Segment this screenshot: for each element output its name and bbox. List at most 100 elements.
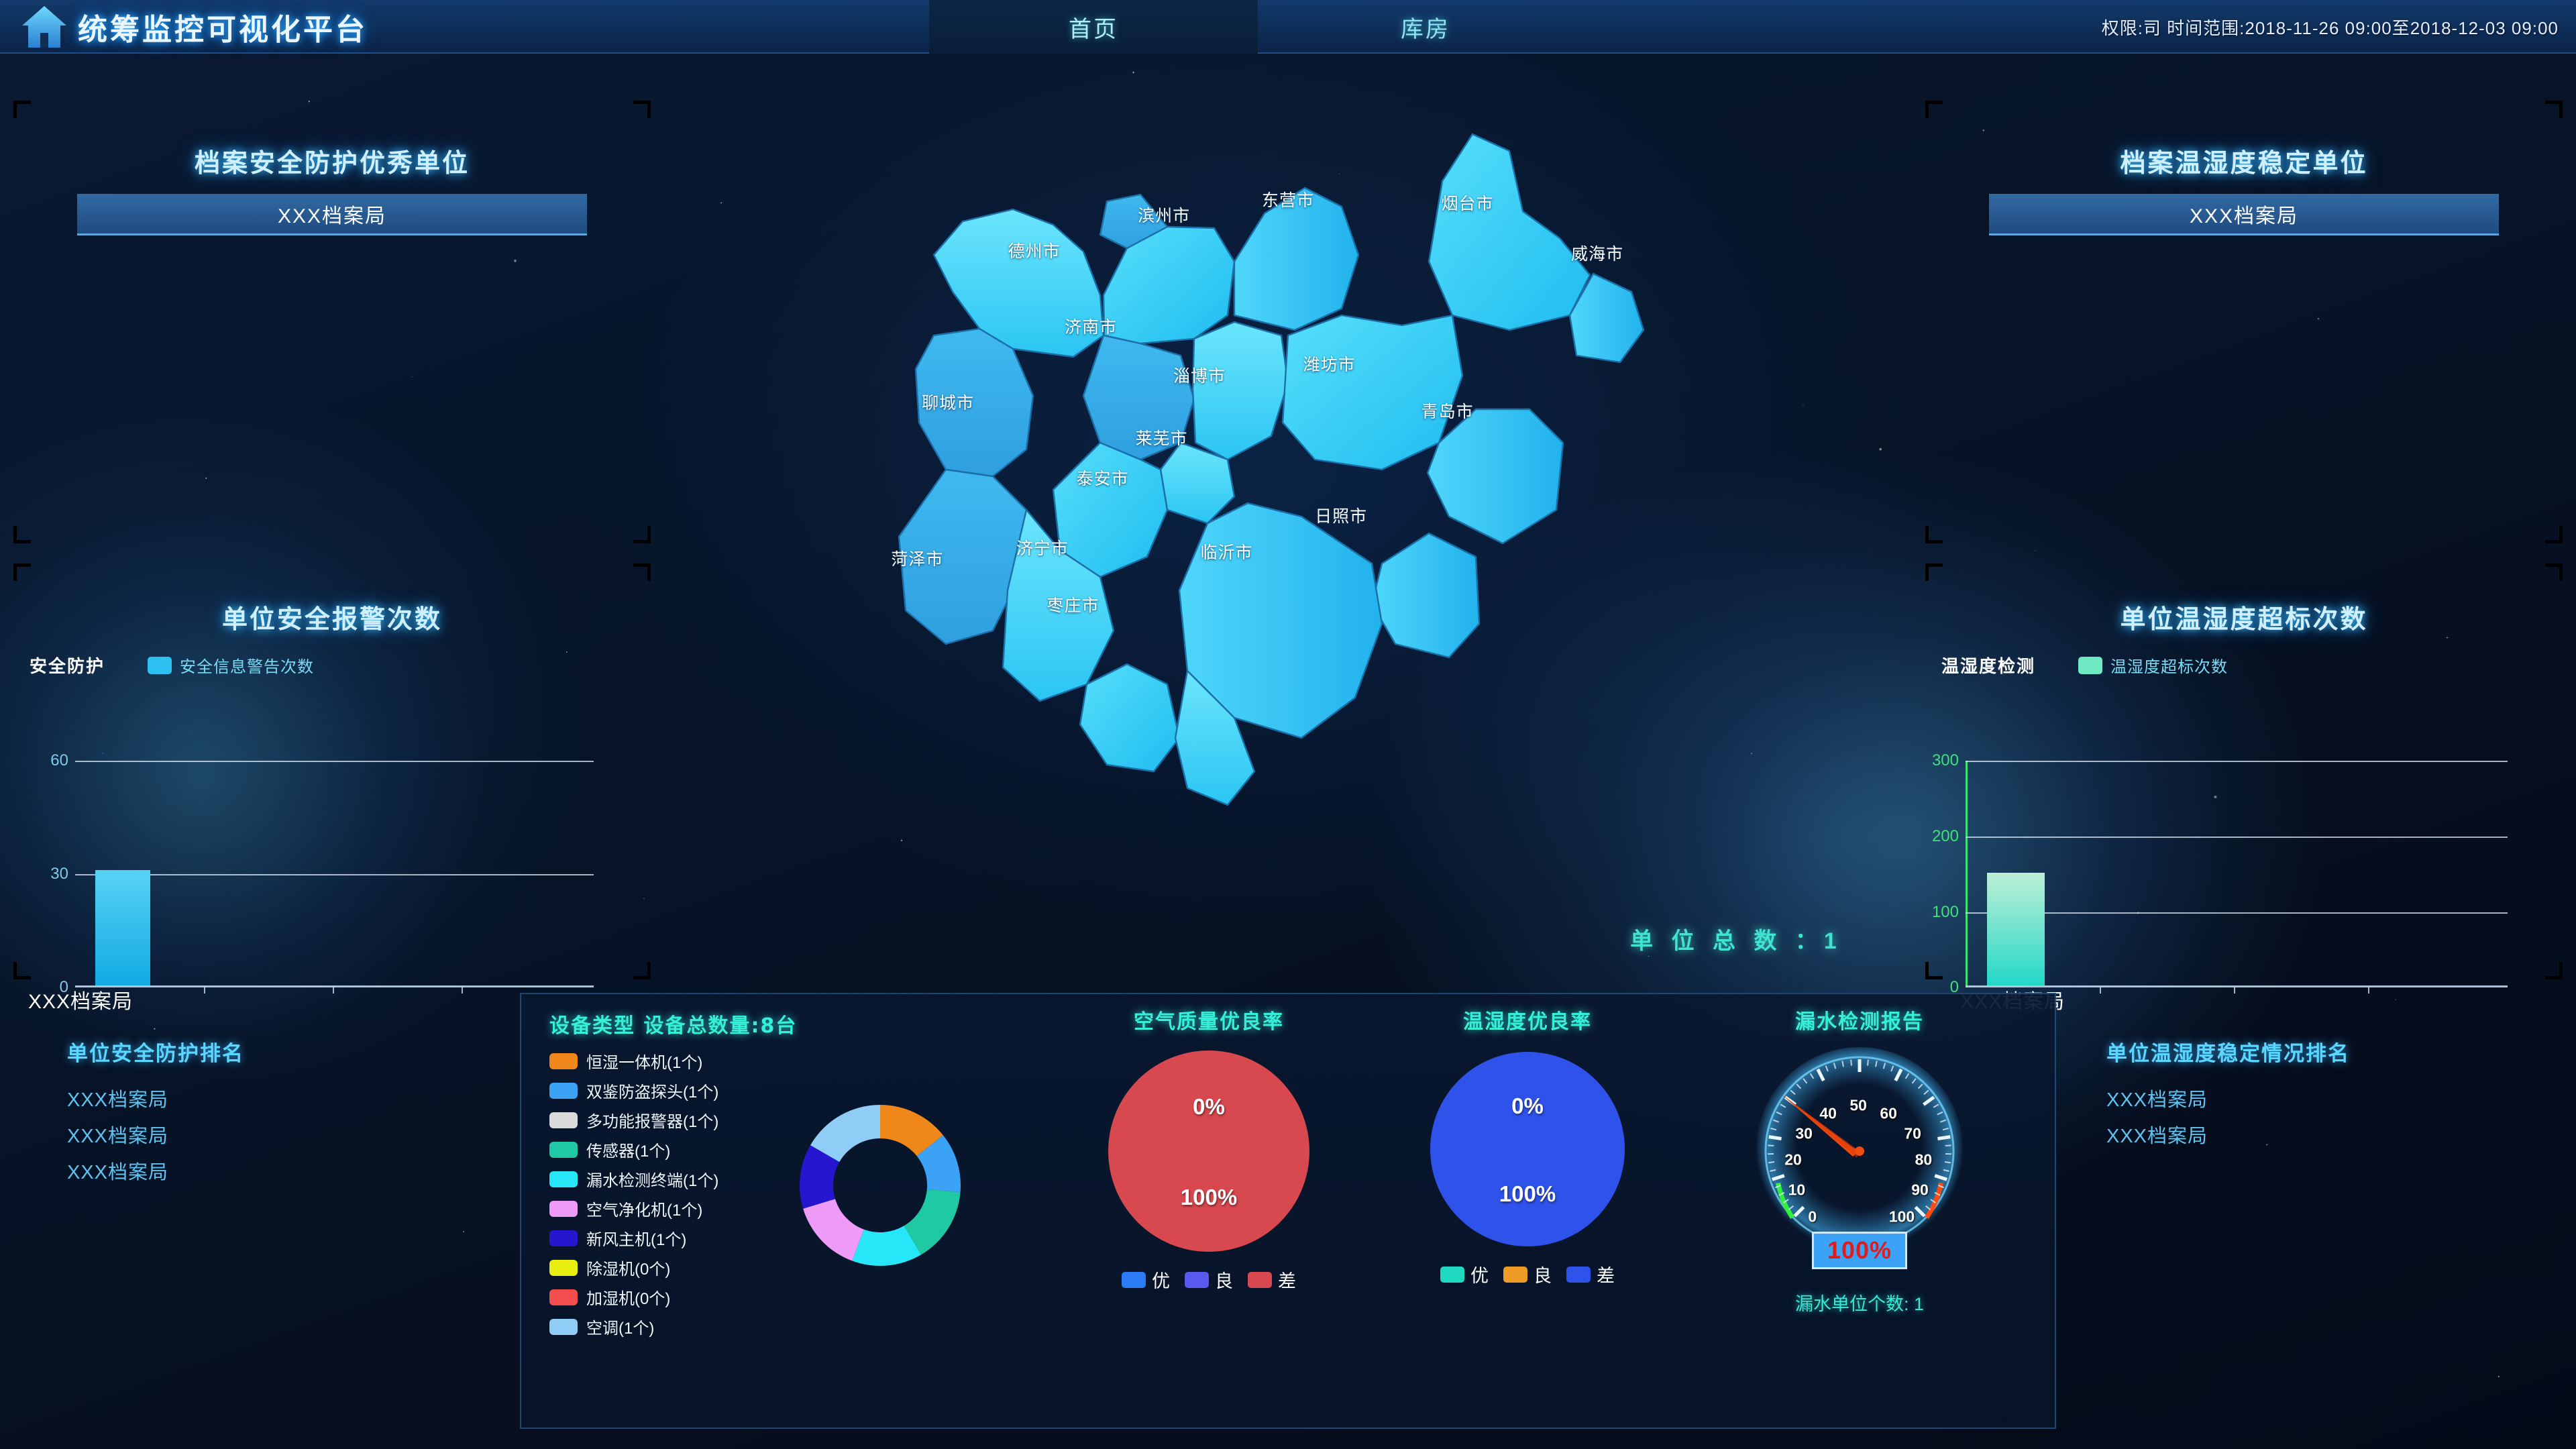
x-tick	[2234, 987, 2235, 994]
device-color-swatch	[549, 1259, 578, 1276]
unit-total-label: 单 位 总 数 ：1	[1630, 928, 1843, 954]
app-title: 统筹监控可视化平台	[78, 13, 368, 47]
corner-bottom-right	[2545, 962, 2563, 979]
x-tick	[462, 987, 463, 994]
air-legend-poor[interactable]: 差	[1248, 1267, 1296, 1293]
air-quality-pct-bottom: 100%	[1180, 1185, 1238, 1210]
security-rank-item[interactable]: XXX档案局	[67, 1162, 169, 1183]
device-legend-item[interactable]: 恒湿一体机(1个)	[549, 1049, 1059, 1073]
bar-humidity-exceed[interactable]	[1987, 873, 2045, 985]
panel-humidity-exceed-chart: 单位温湿度超标次数 温湿度检测 温湿度超标次数 300 200 100 0 XX…	[1925, 564, 2563, 1013]
device-color-swatch	[549, 1318, 578, 1335]
humidity-rank-item[interactable]: XXX档案局	[2106, 1126, 2208, 1147]
security-rank-item[interactable]: XXX档案局	[67, 1126, 169, 1147]
humidity-legend-excellent[interactable]: 优	[1440, 1261, 1489, 1287]
gauge-tick-20: 20	[1784, 1150, 1802, 1169]
panel-frame	[13, 101, 651, 543]
air-legend-good[interactable]: 良	[1185, 1267, 1233, 1293]
panel-humidity-ranking: 单位温湿度稳定情况排名 XXX档案局 XXX档案局	[2106, 1036, 2542, 1318]
device-label: 除湿机(0个)	[586, 1260, 671, 1279]
device-color-swatch	[549, 1082, 578, 1099]
device-label: 空气净化机(1个)	[586, 1201, 703, 1220]
corner-top-right	[633, 564, 651, 581]
x-tick	[204, 987, 205, 994]
corner-bottom-right	[633, 962, 651, 979]
legend-label-good: 良	[1215, 1271, 1233, 1291]
gauge-tick-70: 70	[1904, 1124, 1921, 1142]
y-tick-label: 300	[1931, 751, 1959, 769]
panel-top-left: 档案安全防护优秀单位 XXX档案局	[13, 101, 651, 543]
air-quality-pie[interactable]: 0% 100%	[1108, 1051, 1309, 1252]
gauge-tick-80: 80	[1915, 1150, 1933, 1169]
legend-swatch-good	[1185, 1271, 1209, 1288]
device-label: 传感器(1个)	[586, 1142, 671, 1161]
tab-storage[interactable]: 库房	[1261, 0, 1590, 54]
app-header: 统筹监控可视化平台 首页 库房 权限:司 时间范围:2018-11-26 09:…	[0, 0, 2576, 54]
humidity-quality-block: 温湿度优良率 0% 100% 优 良 差	[1380, 1005, 1675, 1287]
panel-top-right: 档案温湿度稳定单位 XXX档案局	[1925, 101, 2563, 543]
legend-label-excellent: 优	[1152, 1271, 1170, 1291]
y-tick-label: 100	[1931, 903, 1959, 921]
device-label: 漏水检测终端(1个)	[586, 1172, 719, 1190]
device-label: 空调(1个)	[586, 1320, 655, 1338]
gridline-200	[1966, 837, 2508, 838]
home-icon	[20, 3, 68, 50]
y-axis-line	[1966, 761, 1968, 987]
corner-top-left	[13, 564, 31, 581]
panel-bottom-metrics: 设备类型 设备总数量:8台 恒湿一体机(1个) 双鉴防盗探头(1个) 多功能报警…	[520, 993, 2056, 1429]
air-quality-pct-top: 0%	[1193, 1094, 1225, 1119]
gridline-100	[1966, 912, 2508, 914]
device-label: 多功能报警器(1个)	[586, 1113, 719, 1131]
corner-bottom-left	[1925, 962, 1943, 979]
humidity-rank-item[interactable]: XXX档案局	[2106, 1089, 2208, 1111]
shandong-map[interactable]: 滨州市 东营市 烟台市 威海市 德州市 济南市 淄博市 潍坊市 青岛市 聊城市 …	[698, 94, 1878, 986]
map-svg	[898, 133, 1645, 806]
security-rank-item[interactable]: XXX档案局	[67, 1089, 169, 1111]
gauge-tick-50: 50	[1849, 1096, 1867, 1114]
tab-home[interactable]: 首页	[929, 0, 1258, 54]
legend-swatch-excellent	[1440, 1266, 1464, 1283]
humidity-quality-pct-bottom: 100%	[1499, 1181, 1556, 1206]
x-tick	[2100, 987, 2101, 994]
device-label: 恒湿一体机(1个)	[586, 1054, 703, 1072]
legend-label-good: 良	[1534, 1266, 1552, 1286]
gauge-tick-30: 30	[1795, 1124, 1813, 1142]
security-plot-area: 60 30 0	[50, 751, 608, 996]
donut-seg-kong-qi	[803, 1199, 864, 1261]
bar-security-alarm[interactable]	[95, 870, 150, 985]
humidity-legend-poor[interactable]: 差	[1566, 1261, 1615, 1287]
corner-top-left	[1925, 564, 1943, 581]
humidity-quality-pie[interactable]: 0% 100%	[1430, 1052, 1625, 1246]
air-legend-excellent[interactable]: 优	[1122, 1267, 1170, 1293]
air-quality-legend: 优 良 差	[1051, 1267, 1366, 1293]
humidity-legend-good[interactable]: 良	[1503, 1261, 1552, 1287]
y-tick-label: 200	[1931, 827, 1959, 845]
gridline-60	[75, 761, 594, 762]
legend-label-poor: 差	[1278, 1271, 1296, 1291]
leak-value-readout: 100%	[1811, 1232, 1908, 1269]
legend-swatch-good	[1503, 1266, 1527, 1283]
security-ranking-title: 单位安全防护排名	[67, 1042, 244, 1065]
leak-gauge[interactable]: 0 10 20 30 40 50 60 70 80 90 100 100%	[1739, 1044, 1980, 1269]
corner-top-left	[1925, 101, 1943, 118]
device-legend-item[interactable]: 空调(1个)	[549, 1315, 1059, 1338]
humidity-quality-pct-top: 0%	[1511, 1093, 1544, 1119]
humidity-quality-pie-slice-poor	[1430, 1052, 1625, 1246]
device-donut-chart[interactable]	[780, 1085, 981, 1289]
air-quality-pie-slice-poor	[1108, 1051, 1309, 1252]
device-color-swatch	[549, 1200, 578, 1217]
air-quality-title: 空气质量优良率	[1134, 1010, 1284, 1034]
device-color-swatch	[549, 1053, 578, 1069]
x-tick	[333, 987, 334, 994]
gauge-tick-90: 90	[1911, 1181, 1929, 1199]
gauge-tick-40: 40	[1819, 1104, 1837, 1122]
leak-subtitle: 漏水单位个数: 1	[1794, 1294, 1925, 1314]
tab-home-label: 首页	[1069, 16, 1118, 42]
corner-top-right	[2545, 101, 2563, 118]
humidity-ranking-title: 单位温湿度稳定情况排名	[2106, 1042, 2350, 1065]
legend-swatch-excellent	[1122, 1271, 1146, 1288]
y-tick-label: 60	[50, 751, 68, 769]
corner-bottom-right	[2545, 526, 2563, 543]
device-color-swatch	[549, 1112, 578, 1128]
